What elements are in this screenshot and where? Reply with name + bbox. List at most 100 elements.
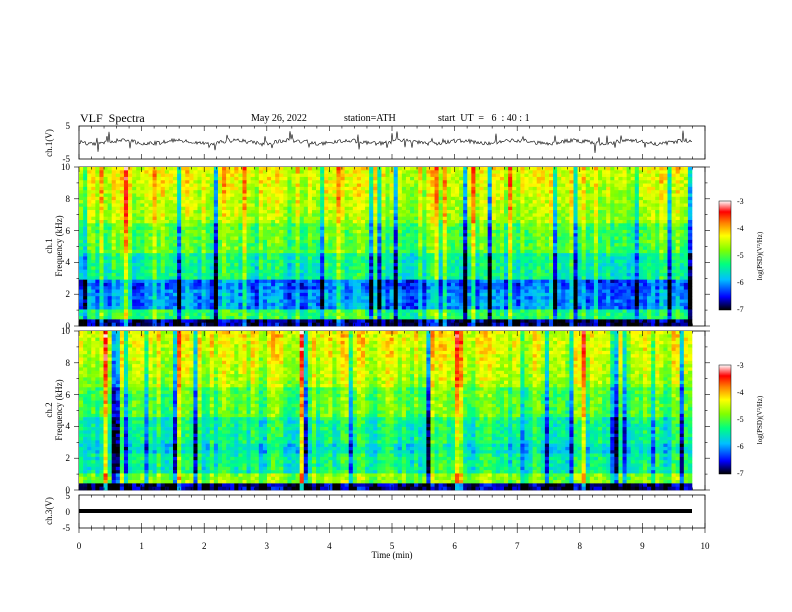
spectrogram-cell <box>491 210 497 214</box>
spectrogram-cell <box>320 176 325 181</box>
spectrogram-cell <box>687 170 693 174</box>
spectrogram-cell <box>148 216 153 221</box>
spectrogram-cell <box>614 180 619 184</box>
spectrogram-cell <box>614 233 619 237</box>
spectrogram-cell <box>307 269 313 274</box>
spectrogram-cell <box>189 213 194 217</box>
spectrogram-cell <box>91 236 96 241</box>
spectrogram-cell <box>622 253 627 257</box>
spectrogram-cell <box>168 226 174 231</box>
spectrogram-cell <box>148 180 153 184</box>
spectrogram-cell <box>123 170 129 174</box>
spectrogram-cell <box>642 259 648 264</box>
spectrogram-cell <box>79 266 84 270</box>
spectrogram-cell <box>238 223 243 227</box>
spectrogram-cell <box>222 259 227 264</box>
spectrogram-cell <box>520 223 525 227</box>
spectrogram-cell <box>565 193 570 198</box>
spectrogram-cell <box>348 206 354 211</box>
spectrogram-cell <box>99 256 104 261</box>
spectrogram-cell <box>450 273 456 277</box>
spectrogram-cell <box>217 173 223 178</box>
spectrogram-cell <box>152 167 157 171</box>
spectrogram-cell <box>234 273 239 277</box>
spectrogram-cell <box>181 266 186 270</box>
spectrogram-cell <box>561 249 566 254</box>
spectrogram-cell <box>79 206 84 211</box>
spectrogram-cell <box>442 193 448 198</box>
spectrogram-cell <box>438 253 444 257</box>
spectrogram-cell <box>504 246 509 251</box>
spectrogram-cell <box>250 266 256 270</box>
spectrogram-cell <box>79 229 84 234</box>
spectrogram-cell <box>352 236 358 241</box>
spectrogram-cell <box>638 200 644 204</box>
spectrogram-cell <box>213 233 219 237</box>
spectrogram-cell <box>185 269 190 274</box>
spectrogram-cell <box>626 190 631 194</box>
spectrogram-cell <box>234 249 239 254</box>
spectrogram-cell <box>360 236 366 241</box>
spectrogram-cell <box>156 233 162 237</box>
spectrogram-cell <box>548 170 554 174</box>
spectrogram-cell <box>463 259 468 264</box>
spectrogram-cell <box>397 273 403 277</box>
spectrogram-cell <box>287 226 292 231</box>
spectrogram-cell <box>430 200 435 204</box>
spectrogram-cell <box>164 220 170 224</box>
spectrogram-cell <box>557 213 562 217</box>
spectrogram-cell <box>634 200 640 204</box>
spectrogram-cell <box>234 269 239 274</box>
spectrogram-cell <box>626 259 631 264</box>
spectrogram-cell <box>581 249 587 254</box>
spectrogram-cell <box>324 266 329 270</box>
spectrogram-cell <box>491 256 497 261</box>
spectrogram-cell <box>226 263 231 267</box>
spectrogram-cell <box>201 253 206 257</box>
spectrogram-cell <box>687 173 693 178</box>
spectrogram-cell <box>344 190 350 194</box>
spectrogram-cell <box>172 210 178 214</box>
spectrogram-cell <box>238 249 243 254</box>
spectrogram-cell <box>544 180 550 184</box>
spectrogram-cell <box>687 256 693 261</box>
spectrogram-cell <box>495 239 501 244</box>
spectrogram-cell <box>577 206 582 211</box>
spectrogram-cell <box>410 170 415 174</box>
spectrogram-cell <box>381 243 386 247</box>
spectrogram-cell <box>164 263 170 267</box>
spectrogram-cell <box>172 223 178 227</box>
spectrogram-cell <box>540 183 546 188</box>
spectrogram-cell <box>454 233 460 237</box>
spectrogram-cell <box>128 276 133 280</box>
spectrogram-cell <box>234 243 239 247</box>
spectrogram-cell <box>426 200 431 204</box>
spectrogram-cell <box>344 256 350 261</box>
spectrogram-cell <box>528 203 533 208</box>
spectrogram-cell <box>136 196 141 201</box>
spectrogram-cell <box>638 216 644 221</box>
spectrogram-cell <box>430 190 435 194</box>
spectrogram-cell <box>303 216 309 221</box>
spectrogram-cell <box>177 190 182 194</box>
spectrogram-cell <box>193 276 198 280</box>
spectrogram-cell <box>352 216 358 221</box>
spectrogram-cell <box>87 243 92 247</box>
spectrogram-cell <box>254 183 260 188</box>
spectrogram-cell <box>87 276 92 280</box>
spectrogram-cell <box>450 233 456 237</box>
spectrogram-cell <box>659 243 664 247</box>
spectrogram-cell <box>569 196 574 201</box>
spectrogram-cell <box>91 200 96 204</box>
spectrogram-cell <box>687 183 693 188</box>
spectrogram-cell <box>614 249 619 254</box>
spectrogram-cell <box>598 273 603 277</box>
spectrogram-cell <box>91 276 96 280</box>
spectrogram-cell <box>340 223 345 227</box>
spectrogram-cell <box>446 196 452 201</box>
spectrogram-cell <box>197 170 202 174</box>
spectrogram-cell <box>598 206 603 211</box>
spectrogram-cell <box>177 203 182 208</box>
spectrogram-cell <box>504 213 509 217</box>
spectrogram-cell <box>181 206 186 211</box>
